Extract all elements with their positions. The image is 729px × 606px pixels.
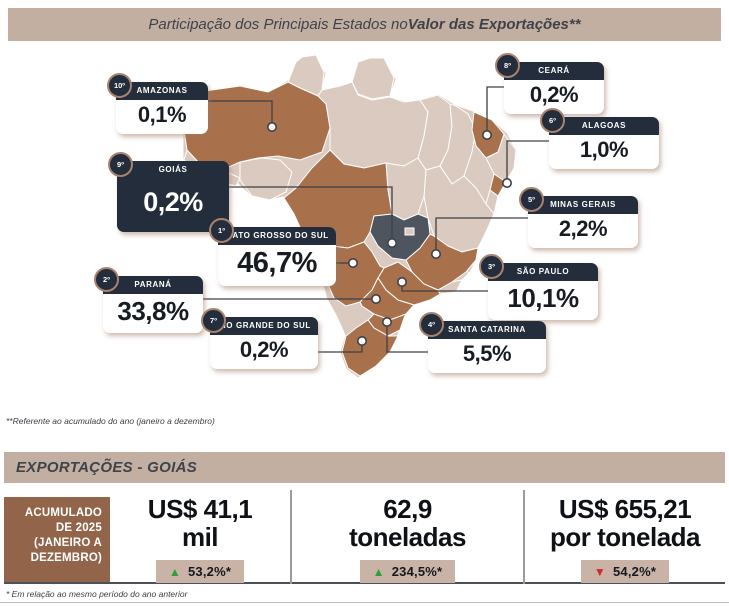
callout-ceara: 8º CEARÁ 0,2% bbox=[495, 53, 604, 114]
rank-badge: 7º bbox=[201, 308, 226, 333]
state-value: 0,2% bbox=[143, 186, 203, 217]
callout-mato-grosso-do-sul: 1º MATO GROSSO DO SUL 46,7% bbox=[209, 218, 336, 286]
state-rondonia bbox=[239, 157, 293, 201]
rank-badge: 4º bbox=[419, 312, 444, 337]
change-value: 54,2%* bbox=[612, 564, 657, 580]
rank-badge: 6º bbox=[540, 108, 565, 133]
section-header: EXPORTAÇÕES - GOIÁS bbox=[4, 452, 725, 483]
rank-badge: 5º bbox=[519, 187, 544, 212]
rank-badge: 1º bbox=[209, 218, 234, 243]
stats-row: ACUMULADO DE 2025 (JANEIRO A DEZEMBRO) U… bbox=[4, 490, 725, 584]
state-rio-grande-do-sul bbox=[341, 319, 399, 377]
state-value: 10,1% bbox=[507, 282, 579, 313]
change-badge: ▲ 53,2%* bbox=[155, 560, 245, 584]
state-parana bbox=[359, 277, 415, 321]
callout-rio-grande-do-sul: 7º RIO GRANDE DO SUL 0,2% bbox=[201, 308, 318, 369]
rank-badge: 3º bbox=[479, 254, 504, 279]
callout-minas-gerais: 5º MINAS GERAIS 2,2% bbox=[519, 187, 638, 248]
callout-alagoas: 6º ALAGOAS 1,0% bbox=[540, 108, 659, 169]
state-value: 46,7% bbox=[237, 246, 317, 279]
state-name: SÃO PAULO bbox=[488, 263, 598, 281]
stat-value-line1: US$ 41,1 bbox=[147, 494, 253, 524]
up-arrow-icon: ▲ bbox=[168, 565, 181, 580]
state-name: GOIÁS bbox=[117, 161, 229, 179]
state-alagoas bbox=[489, 173, 507, 197]
rank-badge: 2º bbox=[94, 267, 119, 292]
column-divider bbox=[290, 490, 292, 584]
state-amazonas bbox=[183, 81, 331, 171]
change-badge: ▲ 234,5%* bbox=[359, 560, 456, 584]
stat-volume: 62,9 toneladas ▲ 234,5%* bbox=[292, 494, 523, 584]
column-divider bbox=[523, 490, 525, 584]
rank-badge: 9º bbox=[108, 152, 133, 177]
state-name: AMAZONAS bbox=[116, 82, 208, 100]
page-title-prefix: Participação dos Principais Estados no bbox=[148, 16, 408, 33]
change-badge: ▼ 54,2%* bbox=[580, 560, 670, 584]
state-name: PARANÁ bbox=[103, 276, 203, 294]
stat-value-line2: toneladas bbox=[349, 522, 466, 553]
state-name: MATO GROSSO DO SUL bbox=[218, 227, 336, 245]
page-title-bold: Valor das Exportações** bbox=[407, 16, 581, 33]
up-arrow-icon: ▲ bbox=[372, 565, 385, 580]
state-value: 0,2% bbox=[239, 336, 289, 362]
state-name: MINAS GERAIS bbox=[528, 196, 638, 214]
state-bahia bbox=[423, 165, 495, 253]
change-value: 234,5%* bbox=[391, 564, 443, 580]
state-name: SANTA CATARINA bbox=[428, 321, 546, 339]
state-distrito-federal bbox=[404, 227, 415, 236]
callout-sao-paulo: 3º SÃO PAULO 10,1% bbox=[479, 254, 598, 320]
stat-price-per-ton: US$ 655,21 por tonelada ▼ 54,2%* bbox=[525, 494, 725, 584]
callout-amazonas: 10º AMAZONAS 0,1% bbox=[107, 73, 208, 134]
state-value: 33,8% bbox=[117, 295, 189, 326]
page-title: Participação dos Principais Estados no V… bbox=[8, 8, 721, 41]
rank-badge: 8º bbox=[495, 53, 520, 78]
state-value: 2,2% bbox=[558, 215, 608, 241]
section-footnote: * Em relação ao mesmo período do ano ant… bbox=[6, 589, 188, 599]
stat-value-line1: 62,9 bbox=[383, 494, 432, 524]
callout-parana: 2º PARANÁ 33,8% bbox=[94, 267, 203, 333]
callout-goias: 9º GOIÁS 0,2% bbox=[108, 152, 229, 232]
state-amapa bbox=[351, 57, 395, 100]
brazil-map bbox=[182, 54, 549, 379]
stat-value-line2: mil bbox=[181, 522, 219, 553]
down-arrow-icon: ▼ bbox=[593, 565, 606, 580]
change-value: 53,2%* bbox=[187, 564, 232, 580]
state-value: 1,0% bbox=[579, 136, 629, 162]
stat-value-line1: US$ 655,21 bbox=[558, 494, 692, 524]
period-label: ACUMULADO DE 2025 (JANEIRO A DEZEMBRO) bbox=[4, 497, 110, 582]
state-value: 0,2% bbox=[529, 81, 579, 107]
rank-badge: 10º bbox=[107, 73, 132, 98]
bottom-divider bbox=[0, 602, 729, 603]
stat-value-usd: US$ 41,1 mil ▲ 53,2%* bbox=[110, 494, 290, 584]
state-value: 0,1% bbox=[137, 101, 187, 127]
state-name: CEARÁ bbox=[504, 62, 604, 80]
map-footnote: **Referente ao acumulado do ano (janeiro… bbox=[6, 416, 215, 426]
state-name: ALAGOAS bbox=[549, 117, 659, 135]
state-goias bbox=[369, 213, 431, 261]
state-value: 5,5% bbox=[462, 340, 512, 366]
state-name: RIO GRANDE DO SUL bbox=[210, 317, 318, 335]
stat-value-line2: por tonelada bbox=[549, 522, 701, 553]
callout-santa-catarina: 4º SANTA CATARINA 5,5% bbox=[419, 312, 546, 373]
callout-connectors bbox=[203, 86, 549, 353]
